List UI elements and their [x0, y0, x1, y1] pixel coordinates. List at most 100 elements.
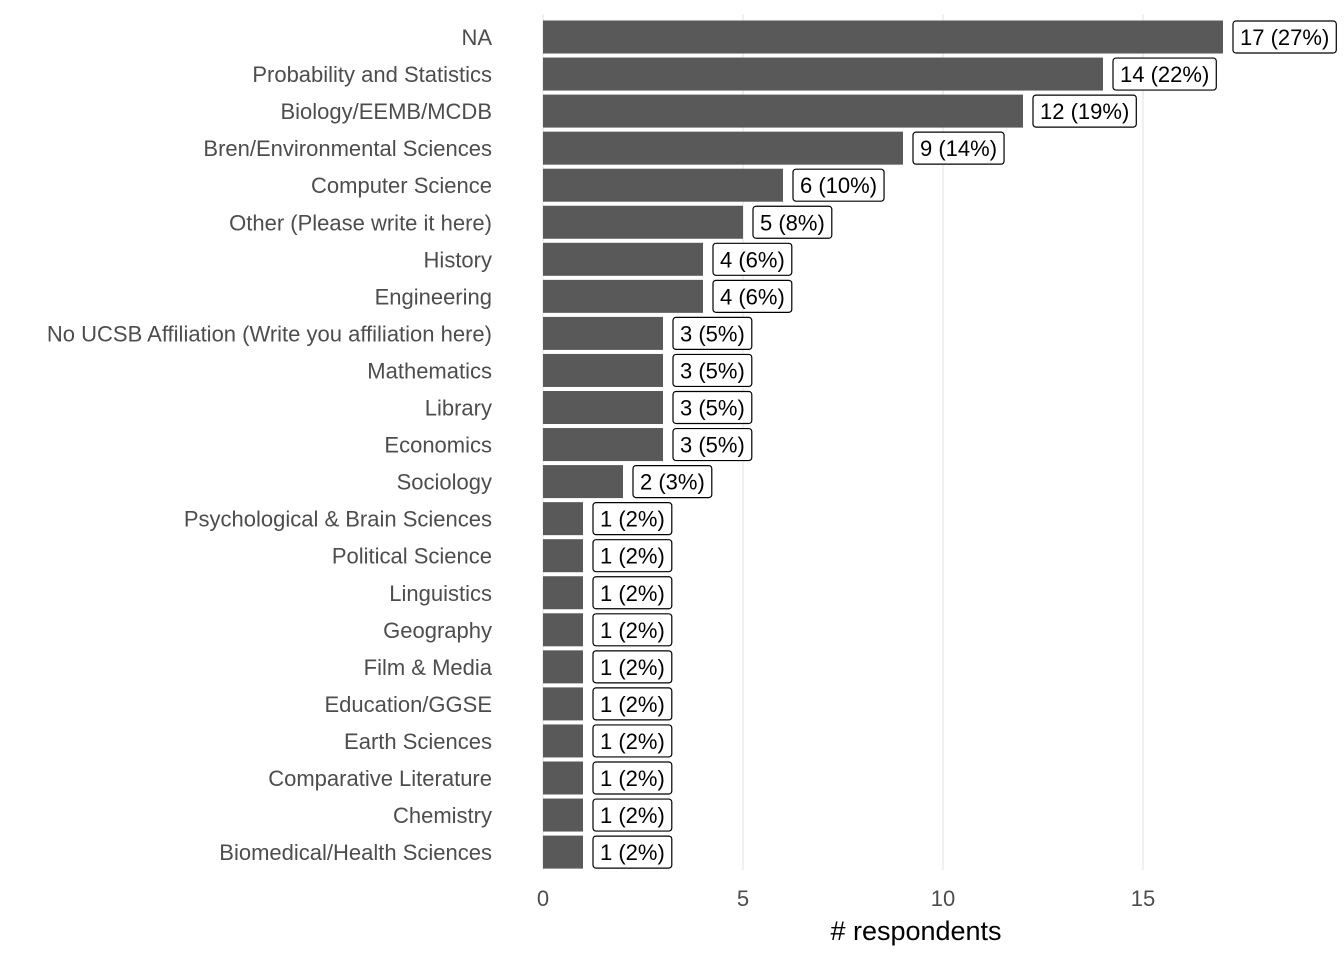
data-label-group: 3 (5%) [672, 390, 753, 425]
bar [543, 94, 1023, 128]
bar [543, 835, 583, 869]
category-label: Geography [383, 618, 492, 643]
data-label-box [592, 761, 673, 795]
data-label: 2 (3%) [640, 470, 705, 495]
data-label: 1 (2%) [600, 803, 665, 828]
data-label-group: 4 (6%) [712, 242, 793, 276]
data-label-box [592, 502, 673, 536]
bar [543, 428, 663, 462]
bar [543, 168, 783, 202]
category-label: Mathematics [367, 358, 492, 383]
data-label-group: 6 (10%) [792, 168, 885, 202]
category-label: Probability and Statistics [252, 62, 492, 87]
data-label-box [592, 835, 673, 869]
category-label: Earth Sciences [344, 729, 492, 754]
category-label: NA [461, 25, 492, 50]
category-label: Biomedical/Health Sciences [219, 840, 492, 865]
bar [543, 57, 1103, 91]
bar [543, 205, 743, 239]
data-label-box [632, 465, 713, 499]
data-label: 1 (2%) [600, 840, 665, 865]
category-label: Library [425, 396, 492, 421]
data-label-group: 1 (2%) [592, 576, 673, 610]
data-label: 1 (2%) [600, 692, 665, 717]
data-label-box [1112, 57, 1217, 91]
data-label-box [672, 353, 753, 388]
data-label-box [592, 613, 673, 647]
data-label-group: 1 (2%) [592, 613, 673, 647]
data-label: 3 (5%) [680, 358, 745, 383]
data-label-group: 1 (2%) [592, 724, 673, 758]
data-label: 1 (2%) [600, 766, 665, 791]
data-label-group: 14 (22%) [1112, 57, 1217, 91]
data-label-box [592, 539, 673, 573]
data-label-box [1032, 94, 1137, 128]
bar [543, 20, 1223, 54]
data-label: 1 (2%) [600, 618, 665, 643]
bar [543, 465, 623, 499]
data-label-box [592, 650, 673, 684]
data-label-box [592, 576, 673, 610]
data-label-group: 1 (2%) [592, 650, 673, 684]
data-label: 14 (22%) [1120, 62, 1209, 87]
data-labels: 17 (27%) 14 (22%) 12 (19%) 9 (14%) 6 (10%) 5 … [592, 20, 1337, 869]
data-label-group: 3 (5%) [672, 316, 753, 350]
bar [543, 279, 703, 313]
category-label: History [424, 247, 492, 272]
bar [543, 576, 583, 610]
bar [543, 724, 583, 758]
data-label: 9 (14%) [920, 136, 997, 161]
data-label-group: 3 (5%) [672, 353, 753, 388]
bar [543, 613, 583, 647]
data-label-group: 17 (27%) [1232, 20, 1337, 54]
data-label: 5 (8%) [760, 210, 825, 235]
category-label: Biology/EEMB/MCDB [280, 99, 492, 124]
data-label-group: 1 (2%) [592, 761, 673, 795]
data-label-group: 12 (19%) [1032, 94, 1137, 128]
data-label-group: 2 (3%) [632, 465, 713, 499]
category-label: Sociology [397, 470, 492, 495]
data-label-box [592, 798, 673, 832]
data-label-group: 1 (2%) [592, 502, 673, 536]
category-label: Education/GGSE [324, 692, 492, 717]
data-label-group: 1 (2%) [592, 539, 673, 573]
bar [543, 502, 583, 536]
bar [543, 131, 903, 165]
category-label: Chemistry [393, 803, 492, 828]
data-label-box [912, 131, 1005, 165]
data-label: 1 (2%) [600, 581, 665, 606]
x-tick-label: 10 [931, 886, 955, 911]
data-label: 3 (5%) [680, 321, 745, 346]
data-label: 4 (6%) [720, 284, 785, 309]
data-label: 1 (2%) [600, 544, 665, 569]
data-label-box [792, 168, 885, 202]
data-label-group: 1 (2%) [592, 835, 673, 869]
data-label: 1 (2%) [600, 729, 665, 754]
bar [543, 316, 663, 350]
x-tick-label: 15 [1131, 886, 1155, 911]
data-label: 3 (5%) [680, 396, 745, 421]
data-label-group: 3 (5%) [672, 427, 753, 462]
data-label-box [1232, 20, 1337, 54]
data-label-box [672, 427, 753, 462]
bar [543, 650, 583, 684]
x-axis-ticks: 0 5 10 15 [537, 886, 1155, 911]
data-label-group: 9 (14%) [912, 131, 1005, 165]
data-label-group: 1 (2%) [592, 687, 673, 721]
category-label: Political Science [332, 544, 492, 569]
data-label-box [592, 687, 673, 721]
x-tick-label: 0 [537, 886, 549, 911]
data-label-box [712, 242, 793, 276]
bar [543, 242, 703, 276]
category-label: Linguistics [389, 581, 492, 606]
bars [543, 20, 1223, 869]
data-label: 1 (2%) [600, 507, 665, 532]
bar [543, 539, 583, 573]
data-label: 1 (2%) [600, 655, 665, 680]
data-label: 12 (19%) [1040, 99, 1129, 124]
data-label: 17 (27%) [1240, 25, 1329, 50]
data-label-group: 1 (2%) [592, 798, 673, 832]
bar [543, 798, 583, 832]
x-axis-title: # respondents [830, 916, 1001, 946]
